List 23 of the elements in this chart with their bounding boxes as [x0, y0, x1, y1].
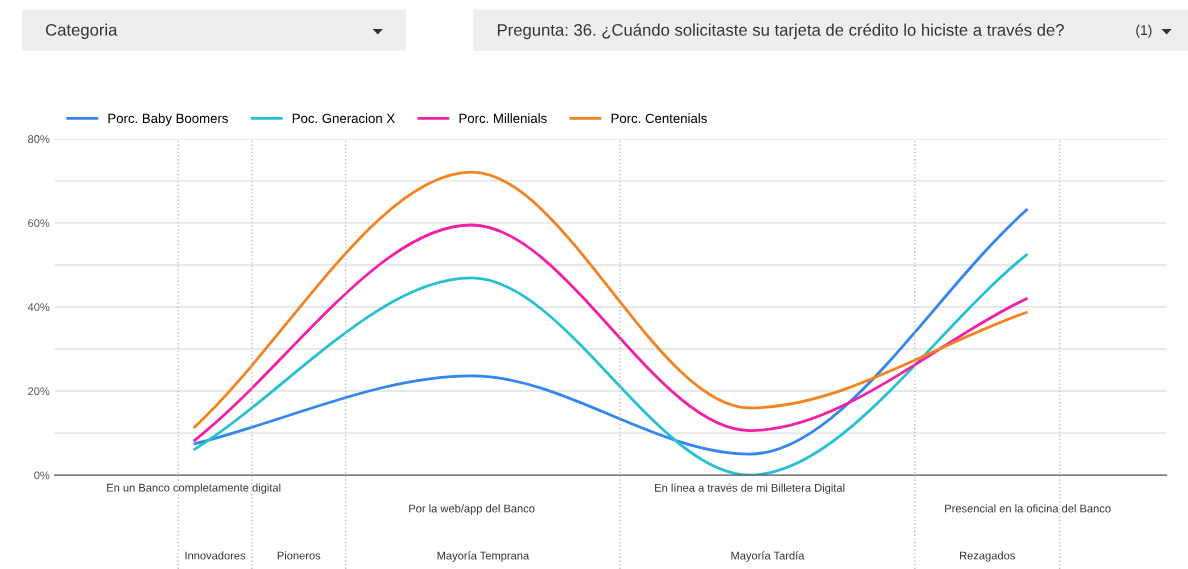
text: Categoria: [45, 23, 118, 40]
line-series: [192, 252, 1030, 476]
y-tick-label: 60%: [28, 219, 50, 228]
y-tick-label: 40%: [27, 303, 50, 312]
y-tick-label: 80%: [28, 135, 50, 143]
x-tick-label: En un Banco completamente digital: [107, 483, 281, 494]
x-tick-label: Por la web/app del Banco: [409, 504, 535, 515]
text: Innovadores: [185, 551, 246, 560]
legend-label: Porc. Baby Boomers: [108, 113, 228, 126]
y-tick-label: 0%: [34, 471, 50, 480]
text: Pioneros: [277, 551, 321, 560]
line-series: [192, 170, 1030, 430]
legend-label: Porc. Millenials: [459, 113, 547, 124]
legend-label: Poc. Gneracion X: [292, 113, 395, 124]
x-tick-label: En línea a través de mi Billetera Digital: [655, 483, 845, 494]
text: Mayoría Tardía: [731, 551, 805, 562]
y-tick-label: 20%: [28, 387, 50, 396]
text: Rezagados: [960, 551, 1015, 562]
text: Mayoría Temprana: [437, 551, 530, 562]
text: Pregunta: 36. ¿Cuándo solicitaste su tarjeta de crédito lo hiciste a través de?: [497, 23, 1064, 40]
legend-label: Porc. Centenials: [611, 113, 707, 124]
x-tick-label: Presencial en la oficina del Banco: [945, 504, 1111, 513]
text: (1): [1136, 24, 1152, 38]
